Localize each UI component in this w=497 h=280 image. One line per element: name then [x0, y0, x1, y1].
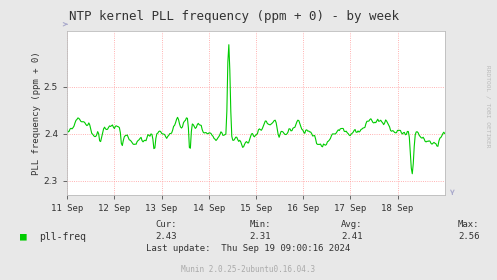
Text: RRDTOOL / TOBI OETIKER: RRDTOOL / TOBI OETIKER: [486, 65, 491, 148]
Y-axis label: PLL frequency (ppm + 0): PLL frequency (ppm + 0): [32, 51, 41, 174]
Text: Cur:: Cur:: [155, 220, 176, 229]
Text: pll-freq: pll-freq: [39, 232, 86, 242]
Text: Min:: Min:: [249, 220, 271, 229]
Text: Avg:: Avg:: [341, 220, 363, 229]
Text: Last update:  Thu Sep 19 09:00:16 2024: Last update: Thu Sep 19 09:00:16 2024: [147, 244, 350, 253]
Text: Munin 2.0.25-2ubuntu0.16.04.3: Munin 2.0.25-2ubuntu0.16.04.3: [181, 265, 316, 274]
Text: ■: ■: [20, 232, 27, 242]
Text: NTP kernel PLL frequency (ppm + 0) - by week: NTP kernel PLL frequency (ppm + 0) - by …: [69, 10, 399, 23]
Text: 2.31: 2.31: [249, 232, 271, 241]
Text: Max:: Max:: [458, 220, 480, 229]
Text: 2.41: 2.41: [341, 232, 363, 241]
Text: 2.56: 2.56: [458, 232, 480, 241]
Text: 2.43: 2.43: [155, 232, 176, 241]
